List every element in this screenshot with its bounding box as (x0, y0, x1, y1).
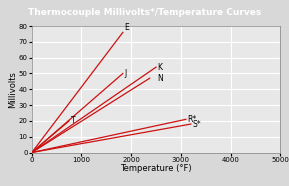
X-axis label: Temperature (°F): Temperature (°F) (120, 164, 192, 173)
Text: S*: S* (192, 120, 201, 129)
Text: K: K (158, 63, 162, 72)
Text: Thermocouple Millivolts*/Temperature Curves: Thermocouple Millivolts*/Temperature Cur… (28, 8, 261, 17)
Text: T: T (71, 116, 75, 125)
Text: R*: R* (187, 115, 197, 124)
Text: E: E (124, 23, 129, 32)
Text: N: N (158, 74, 163, 83)
Text: J: J (124, 69, 127, 78)
Y-axis label: Millivolts: Millivolts (8, 71, 17, 108)
